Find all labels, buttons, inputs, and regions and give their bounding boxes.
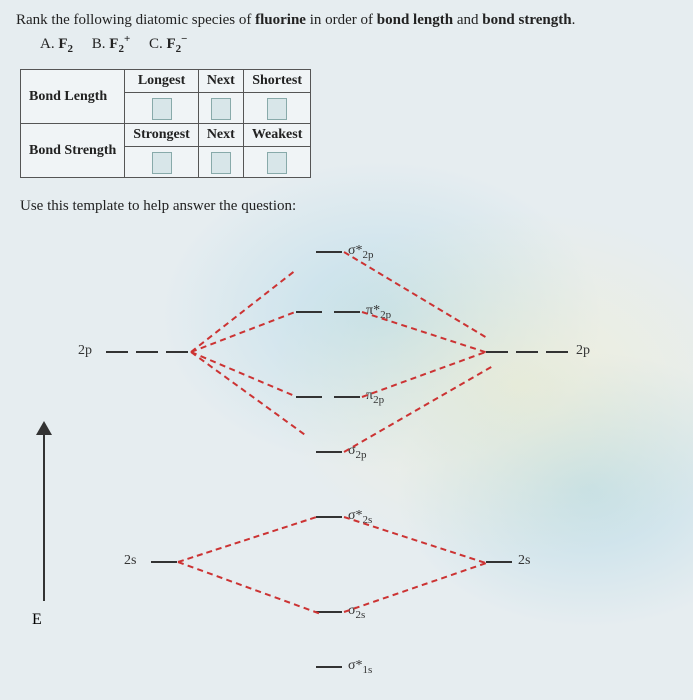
row-bond-strength-label: Bond Strength	[21, 124, 125, 178]
q-b3: bond strength	[482, 12, 571, 28]
slot-strength-weakest[interactable]	[267, 152, 287, 174]
slot-length-shortest[interactable]	[267, 98, 287, 120]
row-bond-length-label: Bond Length	[21, 70, 125, 124]
slot-length-next[interactable]	[211, 98, 231, 120]
q-and: and	[453, 12, 482, 28]
choice-c-label: C.	[149, 36, 167, 52]
question-prompt: Rank the following diatomic species of f…	[16, 12, 683, 29]
choice-b: F2+	[109, 36, 130, 52]
choice-b-label: B.	[92, 36, 110, 52]
choice-a: F2	[58, 36, 73, 52]
hdr-weakest: Weakest	[243, 124, 311, 147]
choice-a-label: A.	[40, 36, 58, 52]
slot-strength-next[interactable]	[211, 152, 231, 174]
q-end: .	[572, 12, 576, 28]
hdr-strongest: Strongest	[125, 124, 199, 147]
energy-axis-label: E	[32, 611, 42, 629]
choices: A. F2 B. F2+ C. F2−	[40, 33, 683, 55]
hdr-next-1: Next	[198, 70, 243, 93]
mo-diagram: E 2p 2p σ*2p π*2p π2p σ2p 2s 2s σ*2s σ2s…	[16, 221, 676, 681]
slot-length-longest[interactable]	[152, 98, 172, 120]
ranking-table: Bond Length Longest Next Shortest Bond S…	[20, 69, 311, 178]
sigma-star-1s-label: σ*1s	[348, 658, 372, 676]
q-pre: Rank the following diatomic species of	[16, 12, 255, 28]
energy-axis: E	[34, 421, 54, 601]
right-2p-label: 2p	[576, 343, 590, 359]
q-b2: bond length	[377, 12, 453, 28]
left-2s-label: 2s	[124, 553, 136, 569]
hdr-shortest: Shortest	[243, 70, 311, 93]
choice-c: F2−	[167, 36, 188, 52]
q-b1: fluorine	[255, 12, 306, 28]
q-mid: in order of	[306, 12, 377, 28]
slot-strength-strongest[interactable]	[152, 152, 172, 174]
hdr-longest: Longest	[125, 70, 199, 93]
right-2s-label: 2s	[518, 553, 530, 569]
left-2p-label: 2p	[78, 343, 92, 359]
instruction-text: Use this template to help answer the que…	[20, 198, 683, 215]
hdr-next-2: Next	[198, 124, 243, 147]
